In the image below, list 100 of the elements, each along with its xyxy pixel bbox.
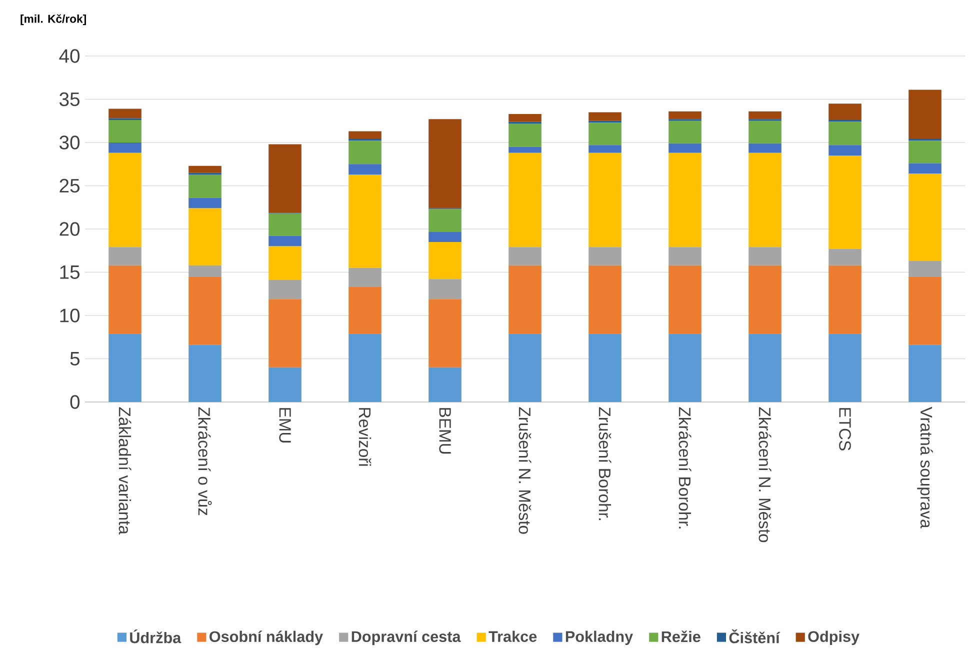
x-tick-label: Základní varianta — [118, 407, 132, 535]
bar — [348, 334, 382, 402]
legend-label: Čištění — [729, 629, 780, 644]
legend-label: Údržba — [130, 629, 182, 644]
bar — [188, 265, 222, 277]
bar — [908, 261, 942, 277]
legend-label: Dopravní cesta — [352, 630, 461, 646]
bar — [828, 145, 862, 156]
x-tick-label: BEMU — [439, 408, 451, 454]
bar — [828, 265, 862, 334]
bar — [748, 143, 782, 153]
legend-label: Odpisy — [808, 630, 860, 646]
bar — [508, 265, 542, 334]
bar — [188, 174, 222, 198]
bar — [828, 334, 862, 402]
bar — [108, 120, 142, 142]
bar — [428, 119, 462, 208]
bar — [108, 142, 142, 153]
bar — [188, 198, 222, 208]
bar — [748, 111, 782, 120]
y-tick-label: 25 — [60, 178, 80, 193]
bar — [508, 146, 542, 153]
bar — [748, 265, 782, 334]
bar — [428, 242, 462, 280]
bar — [268, 246, 302, 280]
x-tick-label: ETCS — [839, 408, 851, 450]
bar — [268, 299, 302, 368]
bar — [828, 248, 862, 266]
legend-label: Trakce — [488, 630, 537, 642]
bar — [348, 268, 382, 287]
y-tick-label: 5 — [70, 352, 80, 366]
bar — [108, 108, 142, 118]
bar — [108, 334, 142, 402]
bar — [268, 144, 302, 213]
bar — [508, 123, 542, 147]
bar — [908, 344, 942, 402]
x-tick-label: Zkrácení Borohr. — [678, 407, 692, 528]
bar — [588, 265, 622, 334]
bar — [588, 152, 622, 248]
x-tick-label: EMU — [279, 408, 291, 442]
bar — [268, 280, 302, 300]
bar — [668, 265, 702, 334]
y-tick-label: 30 — [60, 136, 80, 150]
bar — [588, 112, 622, 121]
bar — [348, 140, 382, 164]
y-tick-label: 35 — [60, 92, 80, 106]
bar — [668, 334, 702, 402]
x-tick-label: Zkrácení o vůz — [198, 407, 212, 516]
bar — [508, 247, 542, 266]
bar — [908, 90, 942, 140]
bar — [188, 208, 222, 266]
bar — [428, 209, 462, 232]
y-tick-label: 15 — [60, 266, 80, 279]
bar — [428, 299, 462, 368]
bar — [508, 334, 542, 402]
bar — [348, 286, 382, 334]
bar — [348, 174, 382, 268]
bar — [348, 131, 382, 140]
bar — [268, 367, 302, 402]
bar — [108, 152, 142, 248]
bar — [508, 152, 542, 248]
bar — [668, 143, 702, 153]
bar — [268, 213, 302, 236]
legend-label: Osobní náklady — [210, 630, 323, 646]
bar — [668, 111, 702, 120]
bar — [668, 120, 702, 144]
bar — [348, 164, 382, 175]
bar — [748, 152, 782, 248]
y-axis-title: [mil. Kč/rok] — [20, 14, 86, 26]
x-tick-label: Zrušení Borohr. — [598, 407, 612, 520]
bar — [428, 232, 462, 242]
bar — [588, 145, 622, 153]
x-tick-label: Zrušení N. Město — [518, 407, 532, 534]
bar — [188, 166, 222, 173]
y-tick-label: 10 — [60, 308, 80, 322]
bar — [588, 334, 622, 402]
bar — [188, 344, 222, 402]
bar — [748, 120, 782, 144]
y-tick-label: 0 — [70, 395, 80, 409]
bar — [268, 236, 302, 246]
bar — [908, 276, 942, 345]
bar — [188, 276, 222, 345]
bar — [588, 247, 622, 266]
legend-label: Pokladny — [566, 630, 634, 646]
bar — [828, 104, 862, 120]
x-tick-label: Revizoři — [358, 408, 372, 466]
bar — [908, 140, 942, 164]
x-tick-label: Zkrácení N. Město — [758, 407, 772, 542]
bar — [908, 163, 942, 174]
bar — [828, 155, 862, 249]
bar — [588, 122, 622, 146]
bar — [668, 152, 702, 248]
bar — [108, 247, 142, 266]
bar — [668, 247, 702, 266]
bar — [908, 174, 942, 262]
bar — [828, 122, 862, 146]
bar — [428, 367, 462, 402]
bar — [748, 247, 782, 266]
legend-label: Režie — [662, 630, 700, 642]
bar — [508, 114, 542, 122]
